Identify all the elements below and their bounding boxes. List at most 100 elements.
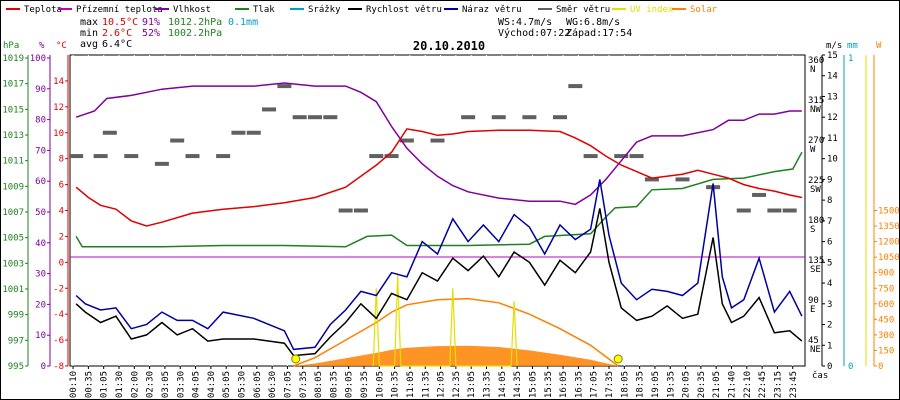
direction-compass-label: E [810, 305, 815, 315]
pressure-tick-label: 1003 [2, 259, 24, 269]
uv-index-line [372, 275, 518, 367]
wind-direction-mark [323, 115, 338, 120]
legend-label: Náraz větru [462, 5, 522, 15]
stats-min-temp: 2.6°C [102, 28, 132, 39]
x-tick-label: 11:35 [421, 371, 431, 398]
stats-min-label: min [80, 28, 98, 39]
direction-degree-label: 315 [808, 96, 824, 106]
x-tick-label: 01:05 [100, 371, 110, 398]
wind-direction-mark [430, 138, 445, 143]
x-tick-label: 14:35 [513, 371, 523, 398]
wind-direction-mark [568, 84, 583, 89]
x-tick-label: 11:05 [406, 371, 416, 398]
pressure-tick-label: 997 [8, 336, 24, 346]
solar-tick-label: 1500 [878, 207, 900, 217]
direction-degree-label: 360 [808, 56, 824, 66]
wind-tick-label: 13 [827, 92, 838, 102]
wind-direction-mark [614, 154, 629, 159]
unit-pct: % [39, 41, 45, 51]
pressure-tick-label: 1015 [2, 105, 24, 115]
x-tick-label: 03:05 [161, 371, 171, 398]
x-tick-label: 13:35 [483, 371, 493, 398]
wind-tick-label: 8 [827, 196, 832, 206]
direction-compass-label: SW [810, 185, 821, 195]
x-tick-label: 02:30 [146, 371, 156, 398]
x-tick-label: 23:45 [789, 371, 799, 398]
wind-tick-label: 9 [827, 175, 832, 185]
x-tick-label: 00:10 [69, 371, 79, 398]
x-tick-label: 10:35 [391, 371, 401, 398]
wind-direction-mark [675, 177, 690, 182]
solar-tick-label: 300 [878, 331, 894, 341]
temperature-tick-label: 10 [53, 129, 64, 139]
x-tick-label: 20:05 [682, 371, 692, 398]
x-tick-label: 12:35 [452, 371, 462, 398]
x-tick-label: 18:35 [636, 371, 646, 398]
unit-time: čas [812, 370, 828, 381]
unit-celsius: °C [56, 41, 67, 51]
wind-direction-mark [69, 154, 84, 159]
x-tick-label: 14:05 [498, 371, 508, 398]
humidity-tick-label: 20 [35, 300, 46, 310]
teplota-line [75, 128, 803, 227]
direction-degree-label: 135 [808, 256, 824, 266]
legend-label: UV index [630, 5, 674, 15]
wind-direction-mark [292, 115, 307, 120]
direction-degree-label: 90 [808, 296, 819, 306]
direction-compass-label: SE [810, 265, 821, 275]
x-tick-label: 01:30 [115, 371, 125, 398]
x-tick-label: 20:35 [697, 371, 707, 398]
rychlost-vetru-line [75, 208, 803, 357]
stats-max-press: 1012.2hPa [168, 17, 222, 28]
x-tick-label: 15:05 [528, 371, 538, 398]
pressure-tick-label: 1011 [2, 157, 24, 167]
wind-direction-mark [644, 177, 659, 182]
temperature-tick-label: 2 [59, 232, 64, 242]
axis-unit-labels: hPa % °C m/s mm W čas [3, 41, 882, 381]
wind-direction-mark [767, 208, 782, 213]
x-tick-label: 08:05 [314, 371, 324, 398]
wind-info: WS:4.7m/s WG:6.8m/s Východ:07:22 Západ:1… [498, 17, 632, 39]
legend-label: Tlak [253, 5, 275, 15]
humidity-tick-label: 100 [30, 54, 46, 64]
humidity-tick-label: 0 [41, 362, 46, 372]
solar-tick-label: 0 [878, 362, 883, 372]
wind-direction-mark [553, 115, 567, 120]
legend-label: Vlhkost [173, 5, 211, 15]
x-tick-label: 04:30 [207, 371, 217, 398]
direction-degree-label: 225 [808, 176, 824, 186]
wind-tick-label: 7 [827, 217, 832, 227]
unit-ms: m/s [826, 41, 842, 51]
wind-tick-label: 3 [827, 300, 832, 310]
pressure-tick-label: 1005 [2, 234, 24, 244]
tlak-line [75, 151, 803, 248]
direction-compass-label: NW [810, 105, 821, 115]
wind-direction-mark [736, 208, 751, 213]
legend-label: Solar [690, 5, 718, 15]
solar-tick-label: 750 [878, 284, 894, 294]
wind-tick-label: 6 [827, 238, 832, 248]
x-tick-label: 15:35 [544, 371, 554, 398]
wind-direction-mark [308, 115, 322, 120]
stats-min-press: 1002.2hPa [168, 28, 222, 39]
wind-direction-mark [369, 154, 384, 159]
wind-direction-mark [170, 138, 185, 143]
solar-tick-label: 1200 [878, 238, 900, 248]
sunrise-info: Východ:07:22 [498, 27, 570, 39]
temperature-tick-label: -6 [53, 336, 64, 346]
wind-direction-mark [583, 154, 598, 159]
wind-direction-mark [338, 208, 353, 213]
x-tick-label: 05:30 [238, 371, 248, 398]
solar-tick-label: 600 [878, 300, 894, 310]
x-tick-label: 19:05 [651, 371, 661, 398]
temperature-tick-label: -2 [53, 284, 64, 294]
stats-max-hum: 91% [142, 17, 160, 28]
temperature-tick-label: -8 [53, 362, 64, 372]
wind-direction-mark [522, 115, 537, 120]
temperature-tick-label: 8 [59, 155, 64, 165]
humidity-tick-label: 10 [35, 331, 46, 341]
wind-direction-mark [124, 154, 139, 159]
x-tick-label: 17:05 [590, 371, 600, 398]
x-tick-label: 06:05 [253, 371, 263, 398]
humidity-tick-label: 50 [35, 208, 46, 218]
